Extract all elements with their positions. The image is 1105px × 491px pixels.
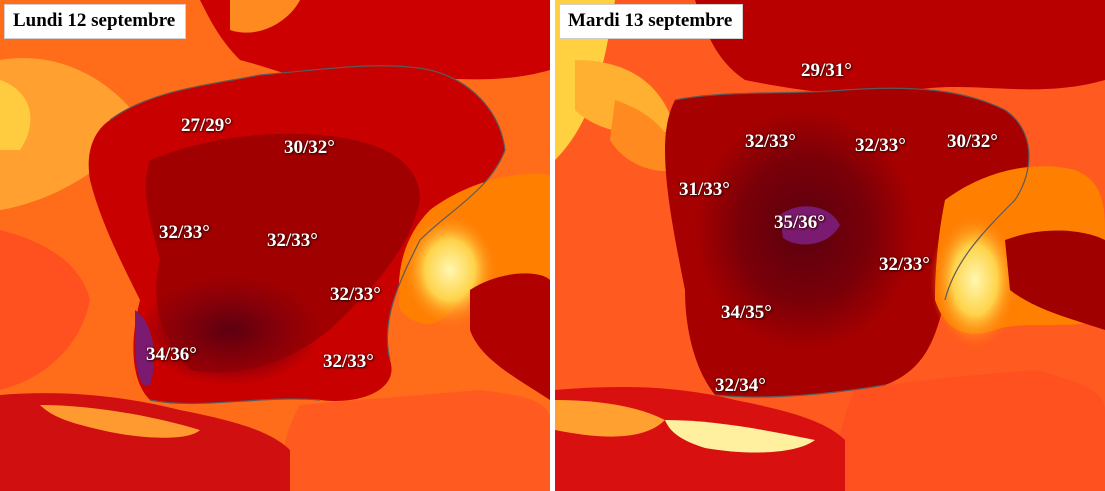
mediterranean-area <box>835 370 1105 491</box>
north-land-area <box>200 0 550 83</box>
temp-label-paris: 32/33° <box>745 131 796 152</box>
temp-label-champagne: 30/32° <box>284 137 335 158</box>
mediterranean-area <box>280 390 550 491</box>
atlantic-cool-area <box>0 80 31 150</box>
temp-label-pyrenees: 32/34° <box>715 375 766 396</box>
pyrenees-area <box>665 420 815 453</box>
temp-label-normandy: 27/29° <box>181 115 232 136</box>
temp-label-alsace: 30/32° <box>947 131 998 152</box>
panel-divider <box>550 0 555 491</box>
extreme-heat-landes <box>135 310 155 386</box>
heat-map-monday <box>0 0 550 491</box>
temp-label-centre: 35/36° <box>774 212 825 233</box>
channel-area <box>230 0 300 33</box>
day-title-tuesday: Mardi 13 septembre <box>559 4 744 39</box>
country-borders <box>674 87 1030 398</box>
heat-map-tuesday <box>555 0 1105 491</box>
temp-label-landes: 34/36° <box>146 344 197 365</box>
pyrenees-west-area <box>555 400 665 437</box>
atlantic-warm-area <box>575 60 675 134</box>
brittany-coast-area <box>610 100 680 172</box>
country-borders <box>109 65 506 405</box>
temp-label-centre: 32/33° <box>267 230 318 251</box>
extreme-heat-centre <box>780 206 840 245</box>
temp-label-north: 29/31° <box>801 60 852 81</box>
map-panel-monday: Lundi 12 septembre 27/29° 30/32° 32/33° … <box>0 0 550 491</box>
po-valley-area <box>470 273 550 400</box>
temp-label-provence: 32/33° <box>323 351 374 372</box>
temp-label-rhone: 32/33° <box>879 254 930 275</box>
alps-high-terrain <box>930 210 1020 350</box>
day-title-monday: Lundi 12 septembre <box>4 4 187 39</box>
po-valley-area <box>1005 230 1105 330</box>
bay-of-biscay-area <box>0 230 90 390</box>
pyrenees-area <box>40 405 200 438</box>
north-land-area <box>695 0 1105 95</box>
temp-label-west: 32/33° <box>159 222 210 243</box>
temp-label-burgundy-north: 32/33° <box>855 135 906 156</box>
temp-label-rhone: 32/33° <box>330 284 381 305</box>
hot-core-southwest <box>140 275 320 385</box>
atlantic-warm-area <box>0 58 140 210</box>
temp-label-southwest: 34/35° <box>721 302 772 323</box>
temp-label-west: 31/33° <box>679 179 730 200</box>
map-panel-tuesday: Mardi 13 septembre 29/31° 32/33° 32/33° … <box>555 0 1105 491</box>
